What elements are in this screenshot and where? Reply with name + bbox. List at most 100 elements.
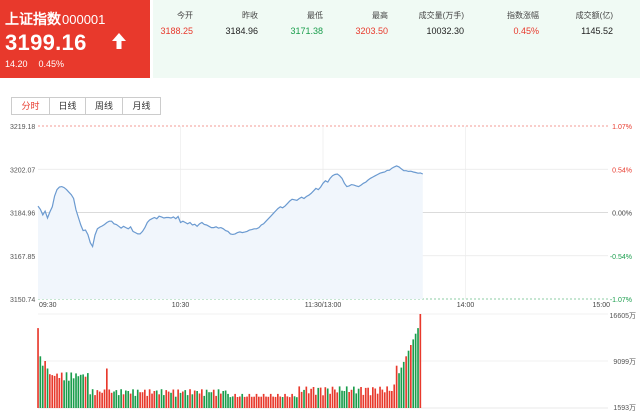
volume-bar [98,391,101,408]
time-tick-label: 14:00 [457,302,475,309]
volume-bar [348,392,350,408]
volume-bar [357,388,360,408]
stat-item: 成交量(万手) 10032.30 [404,10,464,36]
volume-bar [46,368,49,408]
volume-bar [246,396,248,408]
volume-bar [402,361,405,408]
volume-bar [215,395,217,408]
volume-bar [326,388,329,408]
volume-bar [186,395,189,408]
volume-bar [241,393,244,408]
stat-label: 成交量(万手) [418,11,464,20]
volume-bar [391,391,393,408]
volume-bar [160,389,163,408]
stat-value: 3171.38 [290,26,323,36]
volume-bar [201,389,203,408]
volume-bar [362,394,365,408]
volume-bar [239,396,241,408]
volume-bar [182,391,184,408]
volume-bar [234,393,236,408]
volume-bar [165,390,168,408]
volume-bar [279,396,282,408]
volume-bar [75,373,77,408]
volume-bar [44,361,46,408]
stat-value: 3203.50 [355,26,388,36]
volume-bar [322,395,324,408]
index-quote-panel: 上证指数000001 3199.16 14.20 0.45% [0,0,150,78]
change-value: 14.20 [5,59,28,69]
volume-bar [167,391,170,408]
volume-bar [205,389,208,408]
time-tick-label: 10:30 [172,302,190,309]
volume-bar [277,393,279,408]
stat-label: 最高 [372,11,388,20]
percent-tick-label: 0.54% [612,167,632,174]
volume-bar [41,365,44,408]
volume-bar [210,392,213,408]
volume-bar [383,392,386,408]
volume-bar [144,389,146,408]
volume-bar [341,390,343,408]
volume-bar [217,389,220,408]
volume-tick-label: 9099万 [613,358,636,366]
stat-label: 最低 [307,11,323,20]
volume-bar [65,372,68,408]
intraday-chart[interactable]: 3219.18 3202.07 3184.96 3167.85 3150.74 1.07%… [0,118,640,417]
volume-bar [248,393,251,408]
volume-bar [191,394,194,408]
volume-bar [89,394,92,408]
tab-weekly[interactable]: 周线 [85,97,123,115]
volume-bar [58,378,61,408]
volume-bar [170,392,172,408]
stat-item: 最高 3203.50 [328,10,388,36]
volume-tick-label: 1593万 [613,404,636,412]
volume-bar [115,390,118,408]
volume-bar [103,389,106,408]
volume-bar [393,384,396,408]
tab-daily[interactable]: 日线 [49,97,86,115]
stats-panel: 今开 3188.25 昨收 3184.96 最低 3171.38 最高 3203.50 成交量(… [153,0,640,78]
volume-bar [136,389,139,408]
price-tick-label: 3219.18 [10,124,35,131]
stat-value: 1145.52 [581,26,613,36]
volume-bar [79,374,82,408]
stat-item: 指数涨幅 0.45% [479,10,539,36]
stat-label: 成交额(亿) [575,11,613,20]
volume-bar [151,393,153,408]
tab-monthly[interactable]: 月线 [122,97,161,115]
volume-bar [68,380,70,408]
volume-bar [338,386,341,408]
volume-bar [386,386,388,408]
volume-bar [286,396,289,408]
stat-item: 最低 3171.38 [263,10,323,36]
stat-label: 昨收 [242,11,258,20]
period-tabs: 分时 日线 周线 月线 [11,97,161,115]
volume-bar [374,388,377,408]
volume-bar [224,390,227,408]
volume-bar [260,396,263,408]
volume-bar [334,389,336,408]
volume-bar [265,396,267,408]
volume-bar [37,328,39,408]
volume-bar [177,389,179,408]
volume-bar [222,391,225,408]
volume-bar [300,391,303,408]
stat-item: 成交额(亿) 1145.52 [553,10,613,36]
volume-bar [312,387,315,408]
stat-item: 昨收 3184.96 [198,10,258,36]
time-tick-label: 09:30 [39,302,57,309]
volume-bar [407,350,410,408]
volume-bar [84,376,87,408]
index-name: 上证指数 [5,11,61,27]
volume-bar [189,389,191,408]
volume-bar [106,368,108,408]
volume-bar [227,393,229,408]
volume-bar [132,389,134,408]
volume-bar [317,387,320,408]
volume-bar [398,373,400,408]
volume-bar [87,373,89,408]
tab-intraday[interactable]: 分时 [11,97,50,115]
volume-bar [91,389,94,408]
volume-bar [49,374,51,408]
volume-bar [174,396,177,408]
